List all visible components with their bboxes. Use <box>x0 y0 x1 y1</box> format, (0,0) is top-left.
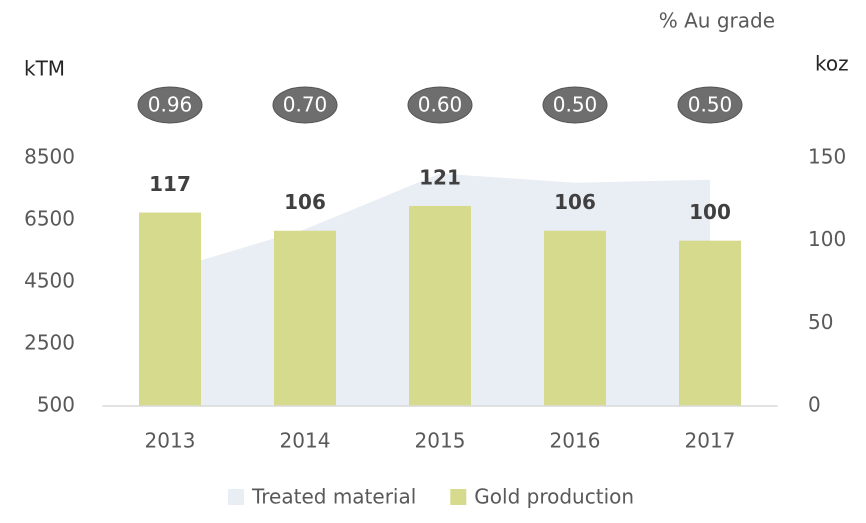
y-tick-label: 4500 <box>24 269 75 293</box>
y2-tick-label: 150 <box>808 145 846 169</box>
x-tick-label: 2015 <box>415 429 466 453</box>
y2-tick-label: 0 <box>808 393 821 417</box>
grade-bubble <box>407 86 473 124</box>
y-tick-label: 6500 <box>24 207 75 231</box>
grade-bubble <box>137 86 203 124</box>
y2-tick-label: 100 <box>808 227 846 251</box>
x-tick-label: 2016 <box>550 429 601 453</box>
grade-bubble <box>272 86 338 124</box>
legend-label: Gold production <box>474 485 634 509</box>
y2-axis-label: koz <box>815 52 849 76</box>
legend-swatch <box>450 489 467 505</box>
data-label: 121 <box>419 165 461 189</box>
bar <box>544 230 606 406</box>
chart-title: % Au grade <box>659 9 775 33</box>
data-label: 106 <box>554 190 596 214</box>
grade-label: 0.70 <box>283 93 328 117</box>
bar <box>409 205 471 406</box>
grade-label: 0.96 <box>148 93 193 117</box>
x-tick-label: 2017 <box>685 429 736 453</box>
bar <box>679 240 741 406</box>
grade-bubble <box>542 86 608 124</box>
grade-bubble <box>677 86 743 124</box>
y-axis-label: kTM <box>24 57 65 81</box>
y-tick-label: 500 <box>37 393 75 417</box>
grade-label: 0.50 <box>688 93 733 117</box>
bar <box>274 230 336 406</box>
legend-swatch <box>228 489 244 505</box>
y-tick-label: 2500 <box>24 331 75 355</box>
y2-tick-label: 50 <box>808 310 833 334</box>
data-label: 117 <box>149 172 191 196</box>
bar <box>139 212 201 406</box>
legend-label: Treated material <box>251 485 416 509</box>
grade-label: 0.60 <box>418 93 463 117</box>
y-tick-label: 8500 <box>24 145 75 169</box>
x-tick-label: 2013 <box>145 429 196 453</box>
grade-label: 0.50 <box>553 93 598 117</box>
data-label: 100 <box>689 200 731 224</box>
x-tick-label: 2014 <box>280 429 331 453</box>
data-label: 106 <box>284 190 326 214</box>
